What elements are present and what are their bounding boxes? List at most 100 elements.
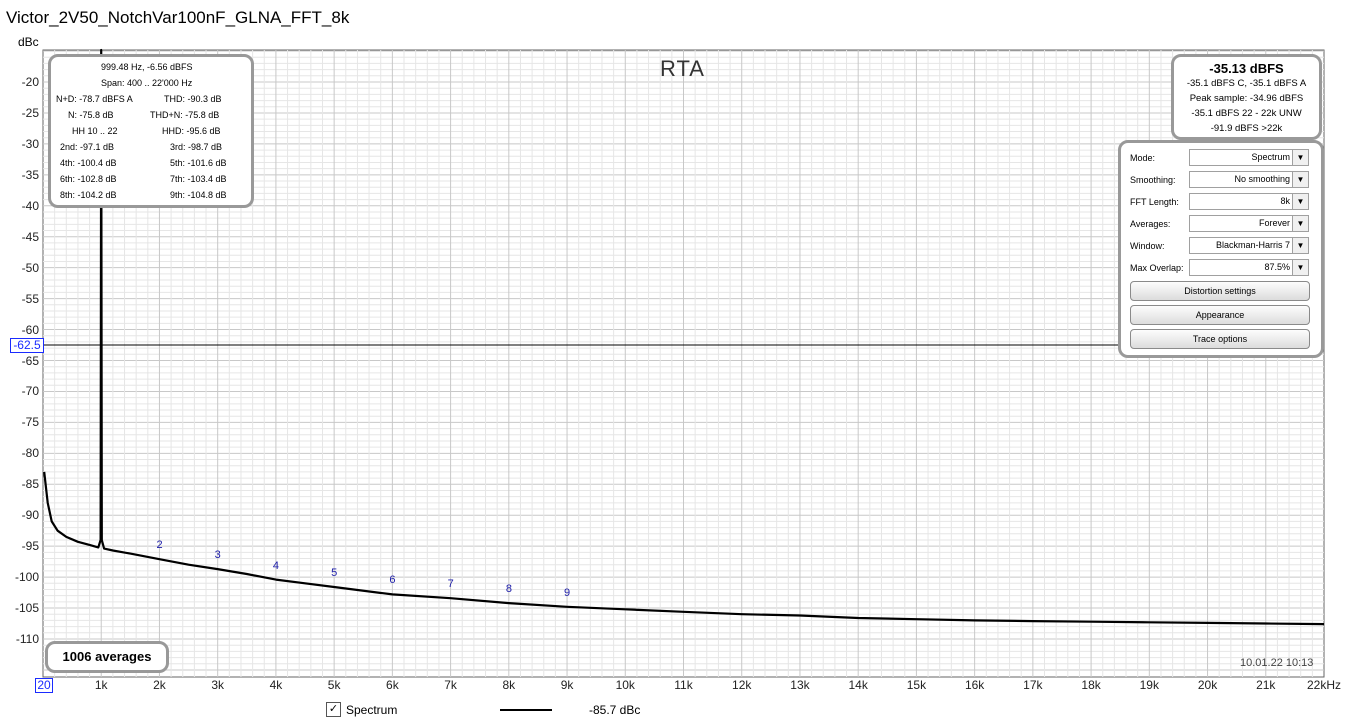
mode-label: Mode: [1130, 153, 1156, 163]
mode-value: Spectrum [1251, 152, 1290, 162]
window-title: Victor_2V50_NotchVar100nF_GLNA_FFT_8k [6, 8, 350, 27]
trace-options-button[interactable]: Trace options [1130, 329, 1310, 349]
x-tick-label: 21k [1256, 678, 1276, 692]
chevron-down-icon[interactable]: ▼ [1292, 260, 1308, 275]
level-main-readout: -35.13 dBFS [1209, 61, 1284, 76]
peak-sample-readout: Peak sample: -34.96 dBFS [1189, 93, 1304, 104]
unweighted-readout: -35.1 dBFS 22 - 22k UNW [1191, 108, 1302, 119]
smoothing-label: Smoothing: [1130, 175, 1176, 185]
window-select[interactable]: Blackman-Harris 7 ▼ [1189, 237, 1309, 254]
x-tick-label: 14k [848, 678, 868, 692]
h6-readout: 6th: -102.8 dB [60, 174, 117, 184]
x-tick-label: 16k [964, 678, 985, 692]
y-tick-label: -90 [21, 508, 39, 523]
fft-length-select[interactable]: 8k ▼ [1189, 193, 1309, 210]
h9-readout: 9th: -104.8 dB [170, 190, 227, 200]
harmonic-marker-label: 8 [505, 583, 512, 596]
legend-spectrum-label[interactable]: Spectrum [346, 703, 398, 717]
averages-label: Averages: [1130, 219, 1171, 229]
mode-select[interactable]: Spectrum ▼ [1189, 149, 1309, 166]
x-tick-label: 6k [386, 678, 399, 692]
averages-value: Forever [1258, 218, 1290, 228]
y-tick-label: -25 [21, 105, 39, 120]
overlap-select[interactable]: 87.5% ▼ [1189, 259, 1309, 276]
level-weighted-readout: -35.1 dBFS C, -35.1 dBFS A [1186, 78, 1307, 89]
y-tick-label: -30 [21, 136, 39, 151]
x-tick-label: 2k [153, 678, 166, 692]
y-tick-label: -100 [14, 570, 39, 585]
h8-readout: 8th: -104.2 dB [60, 190, 117, 200]
harmonic-marker-label: 4 [272, 559, 280, 572]
h2-readout: 2nd: -97.1 dB [60, 142, 115, 152]
chevron-down-icon[interactable]: ▼ [1292, 216, 1308, 231]
harmonic-marker-label: 9 [564, 586, 571, 599]
chevron-down-icon[interactable]: ▼ [1292, 150, 1308, 165]
x-tick-label: 1k [94, 678, 108, 692]
y-tick-label: -85 [21, 477, 39, 492]
fft-length-value: 8k [1280, 196, 1290, 206]
x-tick-label: 17k [1023, 678, 1043, 692]
legend-line-swatch [500, 709, 552, 711]
y-tick-label: -80 [21, 446, 39, 461]
y-cursor-value[interactable]: -62.5 [10, 338, 44, 353]
y-tick-label: -50 [21, 260, 39, 275]
thdn-readout: THD+N: -75.8 dB [150, 110, 220, 120]
x-tick-label: 15k [906, 678, 927, 692]
y-tick-label: -60 [21, 322, 39, 337]
y-tick-label: -70 [21, 384, 39, 399]
distortion-settings-button[interactable]: Distortion settings [1130, 281, 1310, 301]
x-tick-label: 11k [674, 678, 693, 692]
smoothing-select[interactable]: No smoothing ▼ [1189, 171, 1309, 188]
y-tick-label: -95 [21, 539, 39, 554]
x-tick-label: 9k [560, 678, 574, 692]
y-tick-label: -35 [21, 167, 39, 182]
rta-controls-panel: Mode: Spectrum ▼ Smoothing: No smoothing ▼… [1118, 140, 1324, 358]
noise-readout: N: -75.8 dB [68, 110, 114, 120]
harmonic-marker-label: 2 [156, 539, 163, 552]
y-tick-label: -65 [21, 353, 39, 368]
y-tick-label: -105 [14, 601, 39, 616]
chevron-down-icon[interactable]: ▼ [1292, 194, 1308, 209]
window-value: Blackman-Harris 7 [1215, 240, 1290, 250]
distortion-stats-panel[interactable]: 999.48 Hz, -6.56 dBFS Span: 400 .. 22'00… [48, 54, 254, 208]
y-axis-unit: dBc [18, 35, 39, 49]
harmonic-marker-label: 6 [389, 574, 396, 587]
x-tick-label: 4k [269, 678, 283, 692]
nd-readout: N+D: -78.7 dBFS A [56, 94, 133, 104]
x-tick-label: 20k [1197, 678, 1218, 692]
timestamp: 10.01.22 10:13 [1240, 657, 1314, 669]
x-tick-label: 5k [327, 678, 341, 692]
y-tick-label: -75 [21, 415, 39, 430]
appearance-button[interactable]: Appearance [1130, 305, 1310, 325]
averages-select[interactable]: Forever ▼ [1189, 215, 1309, 232]
spectrum-checkbox[interactable]: ✓ [326, 702, 341, 717]
level-meter-panel[interactable]: -35.13 dBFS -35.1 dBFS C, -35.1 dBFS A P… [1171, 54, 1322, 140]
y-tick-label: -40 [21, 198, 39, 213]
x-tick-label: 18k [1081, 678, 1101, 692]
h4-readout: 4th: -100.4 dB [60, 158, 117, 168]
overlap-value: 87.5% [1264, 262, 1290, 272]
x-tick-label: 19k [1139, 678, 1159, 692]
spectrum-trace [43, 48, 1325, 626]
x-cursor-value[interactable]: 20 [35, 678, 53, 693]
span-readout: Span: 400 .. 22'000 Hz [101, 78, 193, 88]
chevron-down-icon[interactable]: ▼ [1292, 238, 1308, 253]
x-tick-label: 12k [732, 678, 752, 692]
hh-range-readout: HH 10 .. 22 [72, 126, 118, 136]
thd-readout: THD: -90.3 dB [164, 94, 222, 104]
x-tick-label: 3k [211, 678, 225, 692]
window-label: Window: [1130, 241, 1165, 251]
smoothing-value: No smoothing [1234, 174, 1290, 184]
harmonic-marker-label: 3 [214, 549, 221, 562]
y-tick-label: -110 [15, 632, 39, 646]
overlap-label: Max Overlap: [1130, 263, 1184, 273]
averages-count-badge: 1006 averages [45, 641, 169, 673]
y-tick-label: -55 [21, 291, 39, 306]
x-tick-label: 8k [502, 678, 516, 692]
h5-readout: 5th: -101.6 dB [170, 158, 227, 168]
x-tick-label: 13k [790, 678, 810, 692]
chevron-down-icon[interactable]: ▼ [1292, 172, 1308, 187]
h3-readout: 3rd: -98.7 dB [170, 142, 223, 152]
x-tick-label: 22kHz [1306, 678, 1342, 692]
